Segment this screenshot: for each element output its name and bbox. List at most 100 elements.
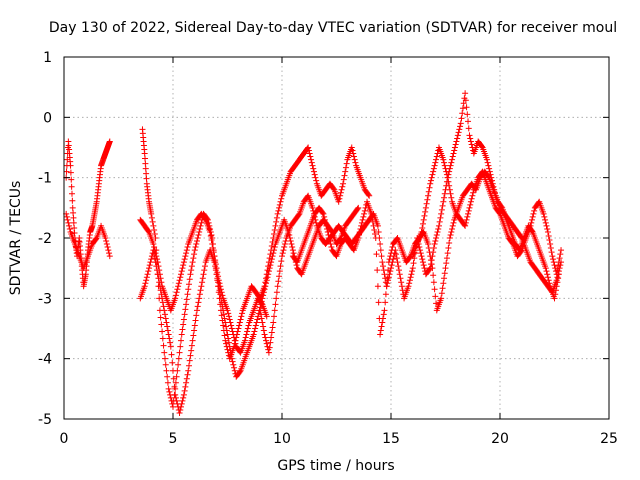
data-point	[418, 228, 425, 235]
data-point	[463, 216, 470, 223]
data-point	[148, 256, 155, 263]
data-point	[276, 204, 283, 211]
data-point	[554, 274, 561, 281]
data-point	[92, 236, 99, 243]
y-tick-label: -4	[38, 352, 52, 368]
series-satellite-track-A	[63, 138, 113, 290]
data-point	[421, 212, 428, 219]
data-point	[184, 244, 191, 251]
data-point	[159, 299, 166, 306]
data-point	[177, 271, 184, 278]
data-point	[268, 256, 275, 263]
data-point	[225, 313, 232, 320]
data-point	[69, 204, 76, 211]
data-point	[189, 337, 196, 344]
data-point	[180, 391, 187, 398]
data-point	[424, 196, 431, 203]
data-point	[529, 213, 536, 220]
series-satellite-track-C	[139, 126, 373, 410]
data-point	[176, 277, 183, 284]
data-point	[179, 397, 186, 404]
data-point	[433, 300, 440, 307]
data-point	[448, 159, 455, 166]
data-point	[440, 198, 447, 205]
data-point	[223, 327, 230, 334]
data-point	[417, 247, 424, 254]
data-point	[558, 247, 565, 254]
data-point	[448, 228, 455, 235]
data-point	[484, 159, 491, 166]
data-point	[431, 241, 438, 248]
data-point	[224, 346, 231, 353]
data-point	[199, 279, 206, 286]
data-point	[350, 150, 357, 157]
data-point	[268, 329, 275, 336]
data-point	[467, 201, 474, 208]
data-point	[274, 210, 281, 217]
data-point	[355, 235, 362, 241]
data-point	[201, 263, 208, 270]
data-point	[465, 207, 472, 214]
data-point	[193, 312, 200, 319]
data-point	[65, 219, 72, 226]
data-point	[443, 260, 450, 267]
data-point	[384, 280, 391, 287]
data-point	[410, 260, 417, 267]
data-point	[340, 180, 347, 187]
data-point	[63, 168, 70, 175]
data-point	[165, 385, 172, 392]
data-point	[417, 250, 424, 257]
data-point	[173, 397, 180, 404]
data-point	[154, 256, 161, 263]
data-point	[326, 235, 333, 241]
data-point	[332, 252, 339, 259]
data-point	[218, 289, 225, 296]
data-point	[194, 303, 201, 310]
data-point	[373, 251, 380, 258]
data-point	[279, 253, 285, 260]
data-point	[172, 391, 179, 398]
data-point	[464, 213, 471, 220]
y-axis-label: SDTVAR / TECUs	[8, 181, 24, 296]
data-point	[231, 334, 238, 341]
data-point	[282, 238, 289, 245]
data-point	[446, 182, 453, 189]
data-point	[181, 387, 188, 394]
data-point	[211, 253, 218, 260]
y-tick-label: 0	[43, 110, 52, 126]
data-point	[145, 227, 152, 234]
data-point	[184, 291, 191, 298]
data-point	[441, 190, 448, 197]
data-point	[181, 311, 188, 318]
data-point	[450, 150, 457, 157]
data-point	[227, 319, 234, 326]
data-point	[452, 141, 459, 148]
data-point	[442, 265, 449, 272]
data-point	[236, 348, 243, 355]
data-point	[326, 238, 333, 245]
data-point	[557, 251, 564, 258]
data-point	[406, 280, 413, 287]
data-point	[70, 219, 77, 226]
data-point	[350, 153, 357, 160]
data-point	[196, 295, 203, 302]
data-point	[443, 255, 450, 262]
data-point	[191, 247, 198, 254]
data-point	[369, 211, 376, 218]
data-point	[377, 331, 384, 338]
data-point	[483, 156, 490, 163]
data-point	[374, 267, 381, 274]
data-point	[147, 259, 154, 266]
data-point	[462, 219, 469, 226]
data-point	[451, 144, 458, 151]
data-point	[306, 150, 313, 157]
data-point	[180, 321, 187, 328]
data-point	[261, 331, 268, 338]
data-point	[185, 286, 192, 293]
data-point	[191, 251, 198, 258]
data-point	[192, 317, 199, 324]
data-point	[183, 247, 190, 254]
data-point	[395, 267, 402, 274]
data-point	[420, 216, 427, 223]
data-point	[325, 231, 332, 238]
